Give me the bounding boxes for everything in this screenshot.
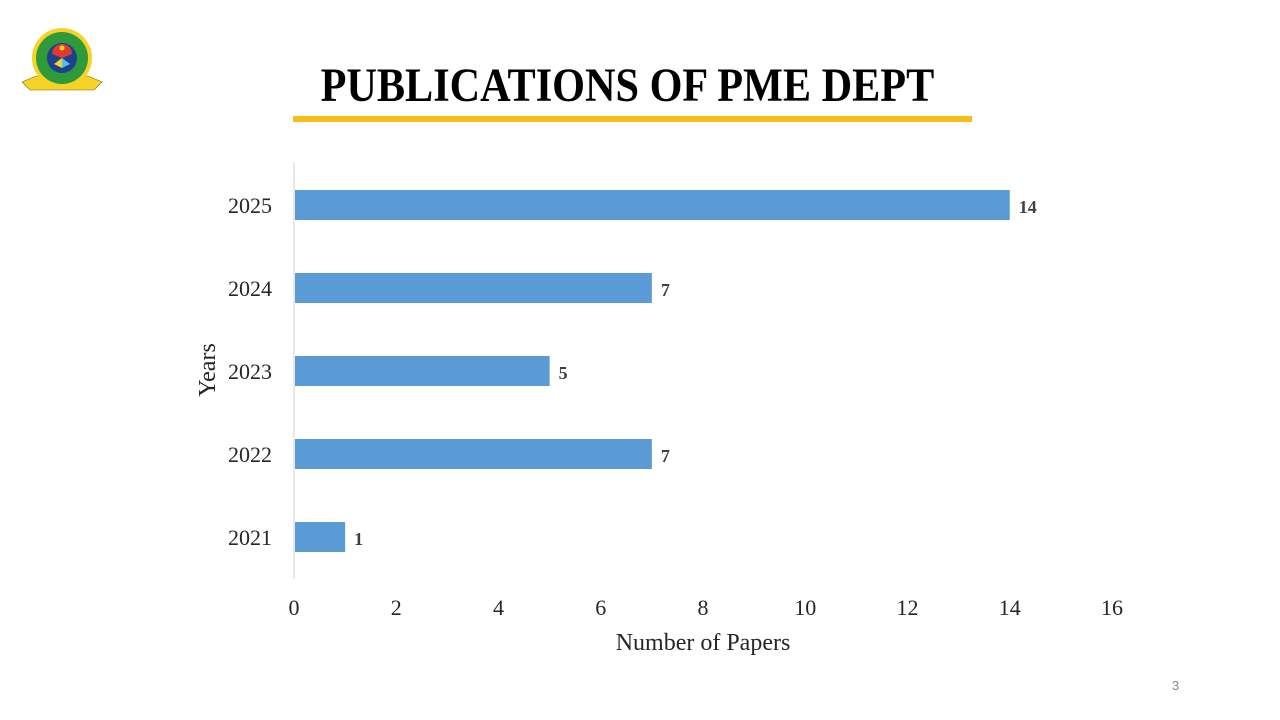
bar-2022 <box>295 439 652 469</box>
mist-logo <box>21 28 103 91</box>
y-tick-label: 2024 <box>228 276 272 301</box>
title-underline <box>293 116 972 122</box>
x-tick-label: 4 <box>493 595 504 620</box>
bar-2023 <box>295 356 550 386</box>
data-label: 7 <box>661 446 670 466</box>
slide-title: PUBLICATIONS OF PME DEPT <box>320 59 935 112</box>
x-tick-label: 2 <box>391 595 402 620</box>
page-number: 3 <box>1172 678 1180 693</box>
bar-2024 <box>295 273 652 303</box>
x-tick-label: 6 <box>595 595 606 620</box>
x-tick-label: 10 <box>794 595 816 620</box>
x-tick-label: 0 <box>289 595 300 620</box>
x-tick-label: 14 <box>999 595 1021 620</box>
y-tick-label: 2023 <box>228 359 272 384</box>
bar-2021 <box>295 522 346 552</box>
data-label: 7 <box>661 280 670 300</box>
data-label: 5 <box>559 363 568 383</box>
data-label: 1 <box>354 529 363 549</box>
y-tick-label: 2021 <box>228 525 272 550</box>
y-tick-label: 2022 <box>228 442 272 467</box>
y-tick-label: 2025 <box>228 193 272 218</box>
data-label: 14 <box>1019 197 1037 217</box>
x-axis-label: Number of Papers <box>616 630 791 656</box>
x-tick-label: 8 <box>698 595 709 620</box>
x-tick-label: 12 <box>897 595 919 620</box>
bar-2025 <box>295 190 1010 220</box>
y-axis-label: Years <box>195 343 221 397</box>
x-tick-label: 16 <box>1101 595 1123 620</box>
